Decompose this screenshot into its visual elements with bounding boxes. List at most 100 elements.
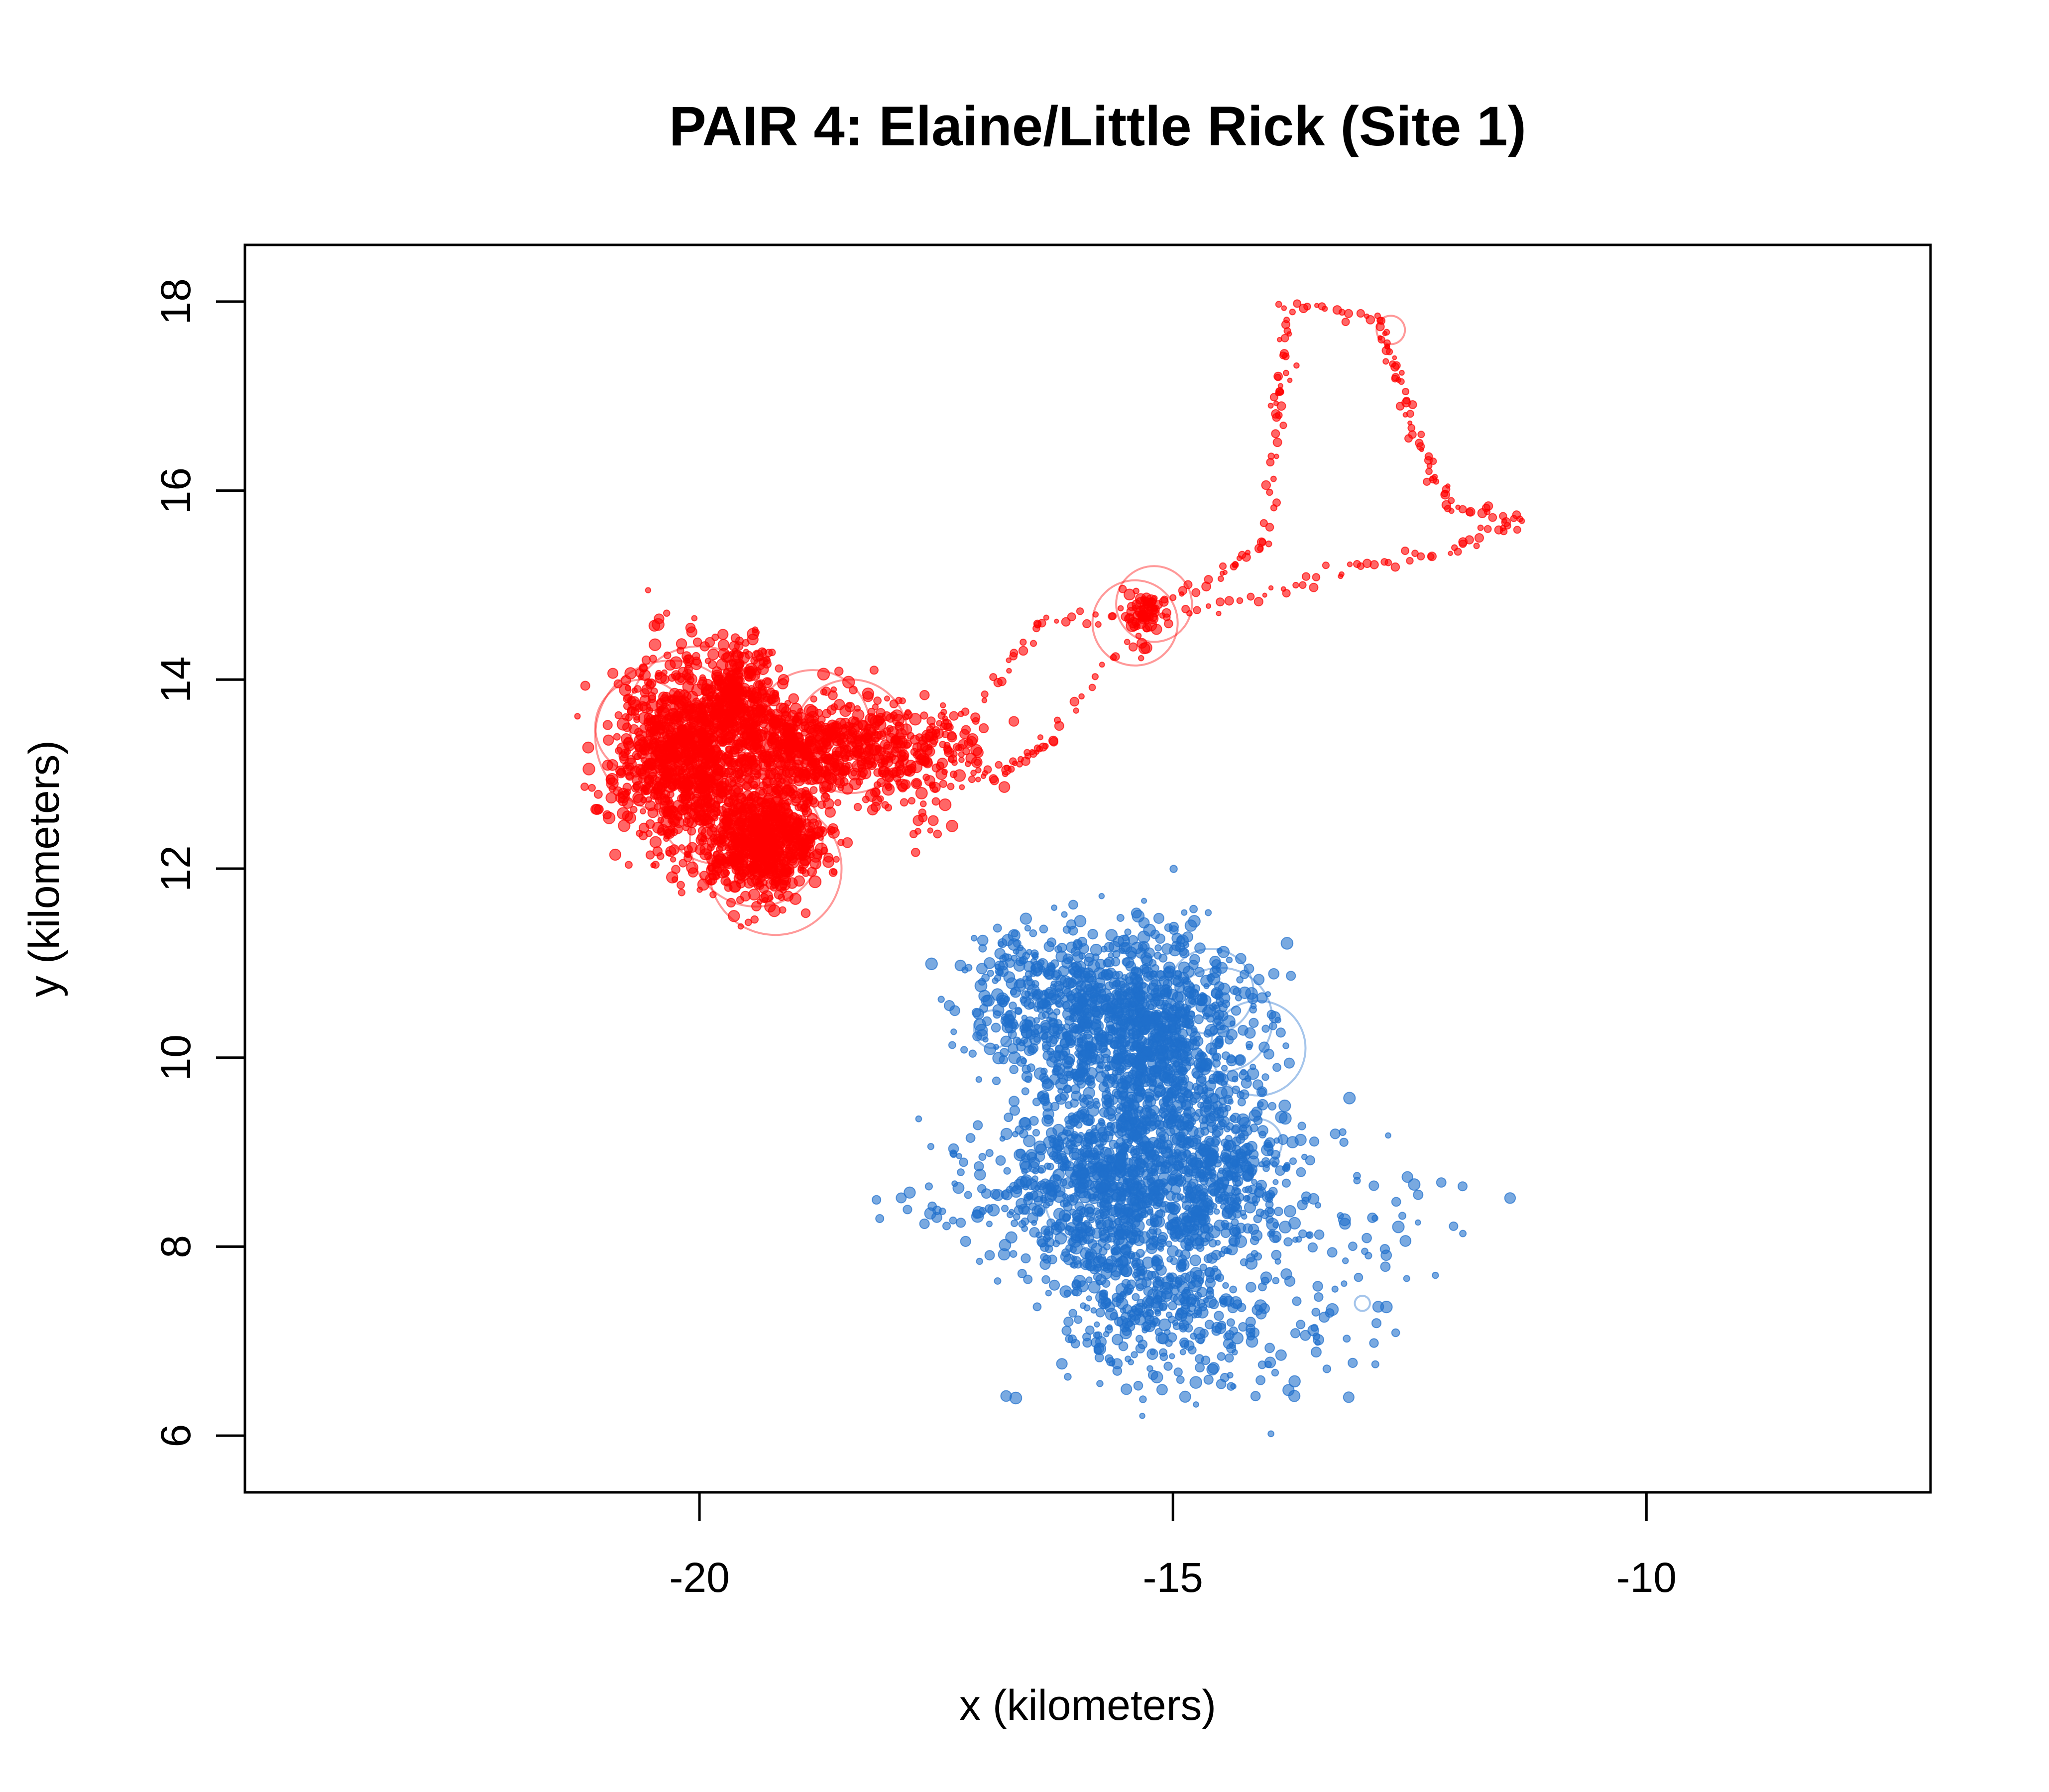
data-point bbox=[1272, 1063, 1281, 1072]
data-point bbox=[1235, 1055, 1245, 1065]
path-point bbox=[1380, 558, 1388, 566]
data-point bbox=[662, 789, 671, 798]
data-point bbox=[1153, 1065, 1162, 1075]
data-point bbox=[622, 737, 634, 749]
data-point bbox=[679, 844, 685, 851]
data-point bbox=[779, 906, 787, 914]
path-point bbox=[1398, 378, 1405, 385]
data-point bbox=[833, 699, 845, 710]
path-point bbox=[1293, 362, 1300, 369]
data-point bbox=[1179, 947, 1188, 956]
path-point bbox=[1382, 358, 1389, 365]
data-point bbox=[775, 831, 786, 842]
data-point bbox=[727, 840, 737, 850]
path-point bbox=[1401, 398, 1411, 408]
data-point bbox=[1106, 1121, 1113, 1128]
data-point bbox=[1065, 1119, 1075, 1129]
data-point bbox=[615, 747, 623, 755]
data-point bbox=[809, 719, 817, 726]
data-point bbox=[1116, 1081, 1129, 1094]
data-point bbox=[781, 751, 793, 764]
data-point bbox=[593, 789, 603, 799]
path-point bbox=[1277, 388, 1284, 396]
data-point bbox=[1286, 971, 1296, 981]
data-point bbox=[1027, 1045, 1037, 1055]
data-point bbox=[862, 691, 874, 702]
path-point bbox=[1160, 595, 1169, 604]
data-point bbox=[1189, 954, 1200, 965]
data-point bbox=[1128, 935, 1138, 945]
data-point bbox=[918, 813, 928, 823]
path-point bbox=[1143, 619, 1150, 625]
path-point bbox=[1425, 467, 1433, 475]
data-point bbox=[1062, 1137, 1070, 1145]
data-point bbox=[1155, 1115, 1163, 1122]
data-point bbox=[1061, 1326, 1072, 1336]
data-point bbox=[1080, 1221, 1093, 1233]
data-point bbox=[949, 1216, 957, 1225]
data-point bbox=[1008, 716, 1020, 727]
data-point bbox=[936, 720, 943, 727]
path-point bbox=[1277, 383, 1283, 389]
data-point bbox=[1249, 1017, 1259, 1028]
data-point bbox=[663, 609, 671, 617]
data-point bbox=[1159, 993, 1165, 1000]
data-point bbox=[631, 774, 643, 785]
path-point bbox=[1088, 683, 1096, 691]
data-point bbox=[1174, 970, 1182, 978]
data-point bbox=[830, 686, 837, 693]
path-point bbox=[1258, 538, 1266, 546]
path-point bbox=[1404, 434, 1413, 443]
data-point bbox=[927, 815, 939, 826]
data-point bbox=[699, 674, 706, 681]
data-point bbox=[1141, 955, 1153, 967]
data-point bbox=[794, 824, 801, 833]
path-point bbox=[1042, 743, 1049, 750]
data-point bbox=[582, 741, 594, 754]
path-point bbox=[1272, 438, 1282, 448]
data-point bbox=[819, 729, 825, 735]
data-point bbox=[1108, 1028, 1115, 1036]
data-point bbox=[915, 733, 923, 742]
data-point bbox=[729, 641, 740, 652]
path-point bbox=[1483, 525, 1492, 533]
data-point bbox=[1268, 1011, 1281, 1023]
data-point bbox=[883, 741, 892, 750]
path-point bbox=[968, 775, 976, 784]
path-point bbox=[1516, 515, 1523, 523]
data-point bbox=[1261, 1073, 1269, 1081]
path-point bbox=[1236, 597, 1244, 604]
data-point bbox=[1041, 1275, 1050, 1284]
data-point bbox=[1192, 1071, 1200, 1079]
data-point bbox=[1051, 904, 1058, 911]
data-point bbox=[964, 761, 971, 767]
path-point bbox=[1069, 696, 1080, 707]
data-point bbox=[744, 651, 753, 659]
data-point bbox=[810, 758, 819, 768]
path-point bbox=[1054, 721, 1064, 731]
path-point bbox=[1259, 519, 1268, 528]
path-point bbox=[1392, 355, 1397, 360]
data-point bbox=[1113, 979, 1121, 988]
data-point bbox=[1115, 971, 1124, 979]
data-point bbox=[854, 705, 861, 712]
data-point bbox=[763, 656, 770, 663]
data-point bbox=[884, 695, 891, 702]
data-point bbox=[712, 759, 719, 766]
data-point bbox=[1190, 999, 1197, 1006]
path-point bbox=[1406, 557, 1414, 565]
data-point bbox=[685, 622, 696, 633]
data-point bbox=[720, 768, 730, 778]
path-point bbox=[1390, 562, 1400, 572]
data-point bbox=[1246, 1044, 1252, 1050]
data-point bbox=[1149, 1075, 1156, 1083]
data-point bbox=[781, 784, 795, 797]
data-point bbox=[740, 686, 752, 698]
data-point bbox=[879, 750, 892, 763]
path-point bbox=[1006, 668, 1012, 674]
data-point bbox=[872, 729, 879, 736]
path-point bbox=[1272, 498, 1281, 507]
data-point bbox=[717, 629, 729, 640]
data-point bbox=[800, 908, 811, 918]
data-point bbox=[679, 859, 687, 868]
